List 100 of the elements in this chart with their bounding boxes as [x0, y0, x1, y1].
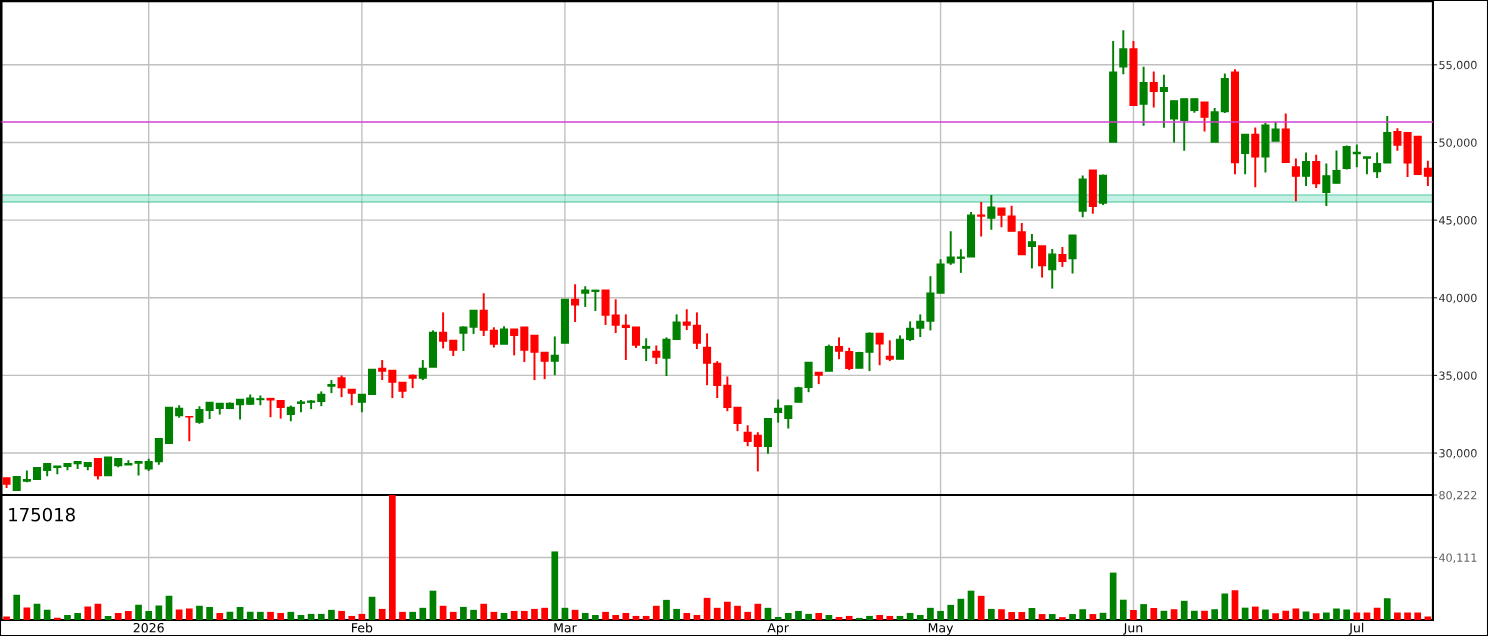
bar — [64, 614, 71, 620]
bar — [734, 605, 741, 620]
bar — [449, 611, 457, 620]
bar — [713, 607, 721, 620]
bar — [1130, 610, 1137, 620]
bar — [348, 615, 356, 620]
bar — [338, 610, 345, 620]
bar — [520, 610, 528, 620]
bar — [825, 614, 833, 620]
bar — [1353, 612, 1361, 620]
bar — [470, 609, 477, 620]
bar — [1191, 610, 1198, 620]
candlestick — [1362, 155, 1372, 176]
bar — [845, 615, 853, 620]
candlestick — [104, 456, 113, 477]
bar — [114, 612, 122, 620]
bar — [206, 606, 213, 620]
bar — [622, 612, 630, 620]
x-tick-label: Jun — [1123, 623, 1143, 635]
bar — [1079, 609, 1087, 620]
bar — [480, 603, 488, 620]
bar — [297, 614, 305, 620]
bar — [175, 609, 183, 620]
bar — [135, 604, 142, 620]
bar — [927, 607, 934, 620]
bar — [1272, 613, 1279, 620]
bar — [287, 611, 295, 620]
bar — [1018, 612, 1026, 620]
bar — [1383, 598, 1391, 620]
bar — [1201, 610, 1208, 620]
candlestick — [296, 399, 306, 414]
y-tick-label: 30,000 — [1439, 449, 1477, 459]
bar — [84, 606, 92, 620]
x-tick-label: 2026 — [133, 622, 164, 633]
bar — [389, 495, 396, 620]
bar — [1150, 607, 1158, 620]
bar — [1059, 617, 1066, 620]
bar — [815, 612, 823, 620]
bar — [1008, 612, 1015, 620]
bar — [1170, 609, 1178, 620]
bar — [663, 599, 670, 620]
candlestick — [977, 201, 986, 238]
bar — [1282, 610, 1290, 620]
bar — [13, 594, 21, 620]
bar — [216, 612, 224, 620]
x-tick-label: Apr — [767, 623, 789, 635]
bar — [652, 605, 660, 620]
candlestick — [865, 331, 874, 373]
bar — [1221, 593, 1229, 620]
candlestick — [185, 415, 194, 443]
bar — [642, 615, 650, 620]
bar — [754, 603, 762, 620]
bar — [856, 617, 863, 620]
bar — [998, 609, 1005, 620]
bar — [805, 613, 812, 620]
bar — [784, 612, 792, 620]
bar — [1251, 606, 1259, 620]
x-tick-label: Mar — [554, 623, 577, 633]
bar — [1292, 608, 1300, 620]
bar — [246, 611, 254, 620]
bar — [1048, 614, 1056, 620]
candlestick — [733, 406, 742, 433]
bar — [937, 610, 944, 620]
bar — [724, 601, 731, 620]
y-tick-label: 40,111 — [1439, 553, 1477, 563]
bar — [328, 609, 335, 620]
x-tick-label: Jul — [1348, 622, 1364, 635]
bar — [977, 595, 985, 620]
bar — [74, 612, 81, 620]
bar — [541, 607, 548, 620]
bar — [683, 612, 691, 620]
bar — [886, 615, 894, 620]
bar — [3, 616, 10, 620]
bar — [1028, 607, 1036, 620]
bar — [1069, 614, 1076, 620]
bar — [317, 613, 325, 620]
bar — [399, 611, 406, 620]
bar — [460, 606, 467, 620]
bar — [1404, 612, 1411, 620]
bar — [795, 610, 802, 620]
annotation: 175018 — [9, 507, 75, 522]
bar — [744, 611, 752, 620]
candlestick — [1200, 101, 1209, 133]
bar — [592, 614, 599, 620]
bar — [531, 608, 538, 620]
y-tick-label: 50,000 — [1439, 138, 1477, 148]
bar — [510, 610, 518, 620]
y-tick-label: 55,000 — [1439, 60, 1477, 71]
bar — [1038, 614, 1046, 620]
bar — [581, 612, 589, 620]
bar — [916, 614, 924, 620]
bar — [1323, 612, 1330, 620]
bar — [257, 611, 264, 620]
bar — [1394, 612, 1401, 620]
candlestick — [12, 475, 21, 492]
bar — [125, 610, 132, 620]
bar — [1231, 590, 1239, 620]
bar — [1262, 609, 1269, 620]
bar — [419, 607, 427, 620]
bar — [409, 611, 416, 620]
